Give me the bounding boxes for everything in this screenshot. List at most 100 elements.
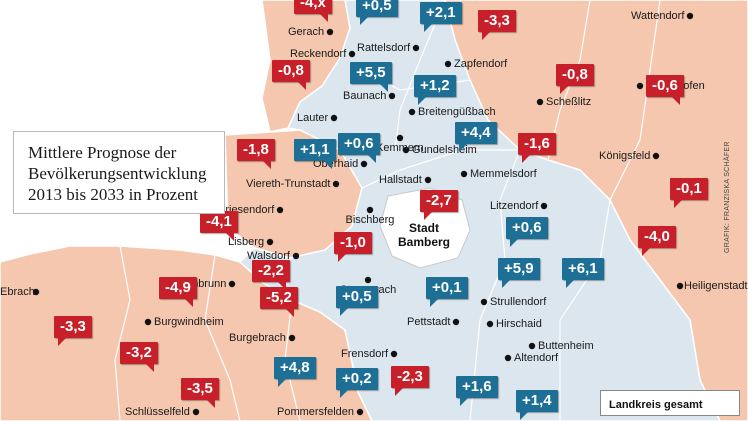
town-marker [32, 288, 40, 296]
forecast-badge: -4,9 [159, 277, 197, 307]
town-label: Königsfeld [599, 150, 651, 162]
forecast-badge: +4,8 [274, 357, 316, 387]
town-label: Wattendorf [631, 10, 685, 22]
town-marker [228, 280, 236, 288]
forecast-badge: -4,x [294, 0, 332, 22]
forecast-badge: -0,8 [272, 60, 310, 90]
town-marker [636, 82, 644, 90]
forecast-badge: +0,2 [336, 368, 378, 398]
forecast-badge: +1,6 [456, 376, 498, 406]
town-label: Zapfendorf [454, 58, 508, 70]
town-marker [652, 152, 660, 160]
forecast-badge: +1,4 [516, 390, 558, 420]
town-label: Altendorf [514, 352, 559, 364]
town-label: Frensdorf [341, 348, 389, 360]
forecast-badge: +0,6 [506, 217, 548, 247]
town-marker [536, 98, 544, 106]
town-label: Bischberg [345, 214, 395, 226]
town-label: Strullendorf [490, 296, 547, 308]
town-marker [144, 318, 152, 326]
town-label: Rattelsdorf [357, 42, 411, 54]
city-label: Stadt Bamberg [397, 221, 450, 249]
forecast-badge: -3,3 [478, 10, 516, 40]
forecast-badge: -2,3 [391, 366, 429, 396]
forecast-badge: +0,5 [356, 0, 398, 25]
town-marker [396, 134, 404, 142]
forecast-badge: +5,5 [350, 62, 392, 92]
forecast-badge: -5,2 [260, 287, 298, 317]
town-label: Viereth-Trunstadt [246, 178, 331, 190]
town-label: Schlüsselfeld [125, 406, 190, 418]
town-label: Lisberg [228, 236, 265, 248]
town-marker [326, 28, 334, 36]
town-marker [480, 298, 488, 306]
forecast-badge: +1,2 [414, 75, 456, 105]
town-marker [444, 60, 452, 68]
town-label: Hallstadt [379, 174, 422, 186]
town-marker [390, 350, 398, 358]
forecast-badge: +6,1 [562, 258, 604, 288]
town-label: Memmelsdorf [470, 168, 537, 180]
town-label: Kemmern [376, 142, 424, 154]
town-marker [366, 206, 374, 214]
credit-text: GRAFIK: FRANZISKA SCHÄFER [724, 141, 731, 253]
town-label: Buttenheim [538, 340, 594, 352]
town-markers [32, 12, 694, 416]
town-label: Scheßlitz [546, 96, 592, 108]
town-marker [686, 12, 694, 20]
town-label: Heiligenstadt [684, 280, 748, 292]
town-marker [402, 146, 410, 154]
forecast-badge: -0,6 [646, 75, 684, 105]
legend-label: Landkreis gesamt [609, 399, 703, 411]
town-marker [408, 108, 416, 116]
town-marker [388, 92, 396, 100]
town-label: Breitengüßbach [418, 106, 496, 118]
town-label: Burgwindheim [154, 316, 224, 328]
town-label: Burgebrach [229, 332, 286, 344]
forecast-badge: -3,3 [54, 316, 92, 346]
forecast-badge: +5,9 [498, 258, 540, 288]
town-marker [528, 342, 536, 350]
town-label: Baunach [343, 90, 387, 102]
forecast-badge: -2,2 [252, 260, 290, 290]
town-marker [676, 282, 684, 290]
town-label: Walsdorf [247, 250, 290, 262]
town-label: Hirschaid [496, 318, 542, 330]
graphic-credit: GRAFIK: FRANZISKA SCHÄFER [724, 128, 738, 258]
forecast-badge: +0,6 [338, 133, 380, 163]
town-marker [460, 170, 468, 178]
town-marker [540, 202, 548, 210]
town-marker [360, 160, 368, 168]
legend-box: Landkreis gesamt [600, 390, 740, 416]
forecast-badge: -3,2 [120, 342, 158, 372]
forecast-badge: +2,1 [420, 2, 462, 32]
town-marker [332, 180, 340, 188]
map-title: Mittlere Prognose der Bevölkerungsentwic… [28, 143, 207, 204]
town-marker [288, 334, 296, 342]
forecast-badge: +4,4 [455, 122, 497, 152]
forecast-badge: +0,1 [426, 277, 468, 307]
town-marker [276, 206, 284, 214]
forecast-badge: +1,1 [294, 139, 336, 169]
town-marker [412, 44, 420, 52]
forecast-badge: -1,0 [334, 232, 372, 262]
forecast-badge: -2,7 [420, 190, 458, 220]
forecast-badge: -1,8 [237, 139, 275, 169]
forecast-badge: -4,1 [200, 211, 238, 241]
forecast-badge: -0,1 [670, 178, 708, 208]
title-box: Mittlere Prognose der Bevölkerungsentwic… [13, 131, 225, 214]
town-label: Gerach [288, 26, 325, 38]
town-label: Lauter [297, 112, 329, 124]
town-label: Pettstadt [407, 316, 451, 328]
region-growth-corridor [238, 0, 721, 421]
town-marker [266, 238, 274, 246]
town-marker [330, 114, 338, 122]
forecast-badge: -1,6 [518, 133, 556, 163]
town-marker [356, 408, 364, 416]
forecast-badge: -3,5 [181, 378, 219, 408]
forecast-badge: -4,0 [638, 226, 676, 256]
town-label: Ebrach [0, 286, 35, 298]
forecast-badge: +0,5 [336, 286, 378, 316]
town-label: Litzendorf [490, 200, 539, 212]
